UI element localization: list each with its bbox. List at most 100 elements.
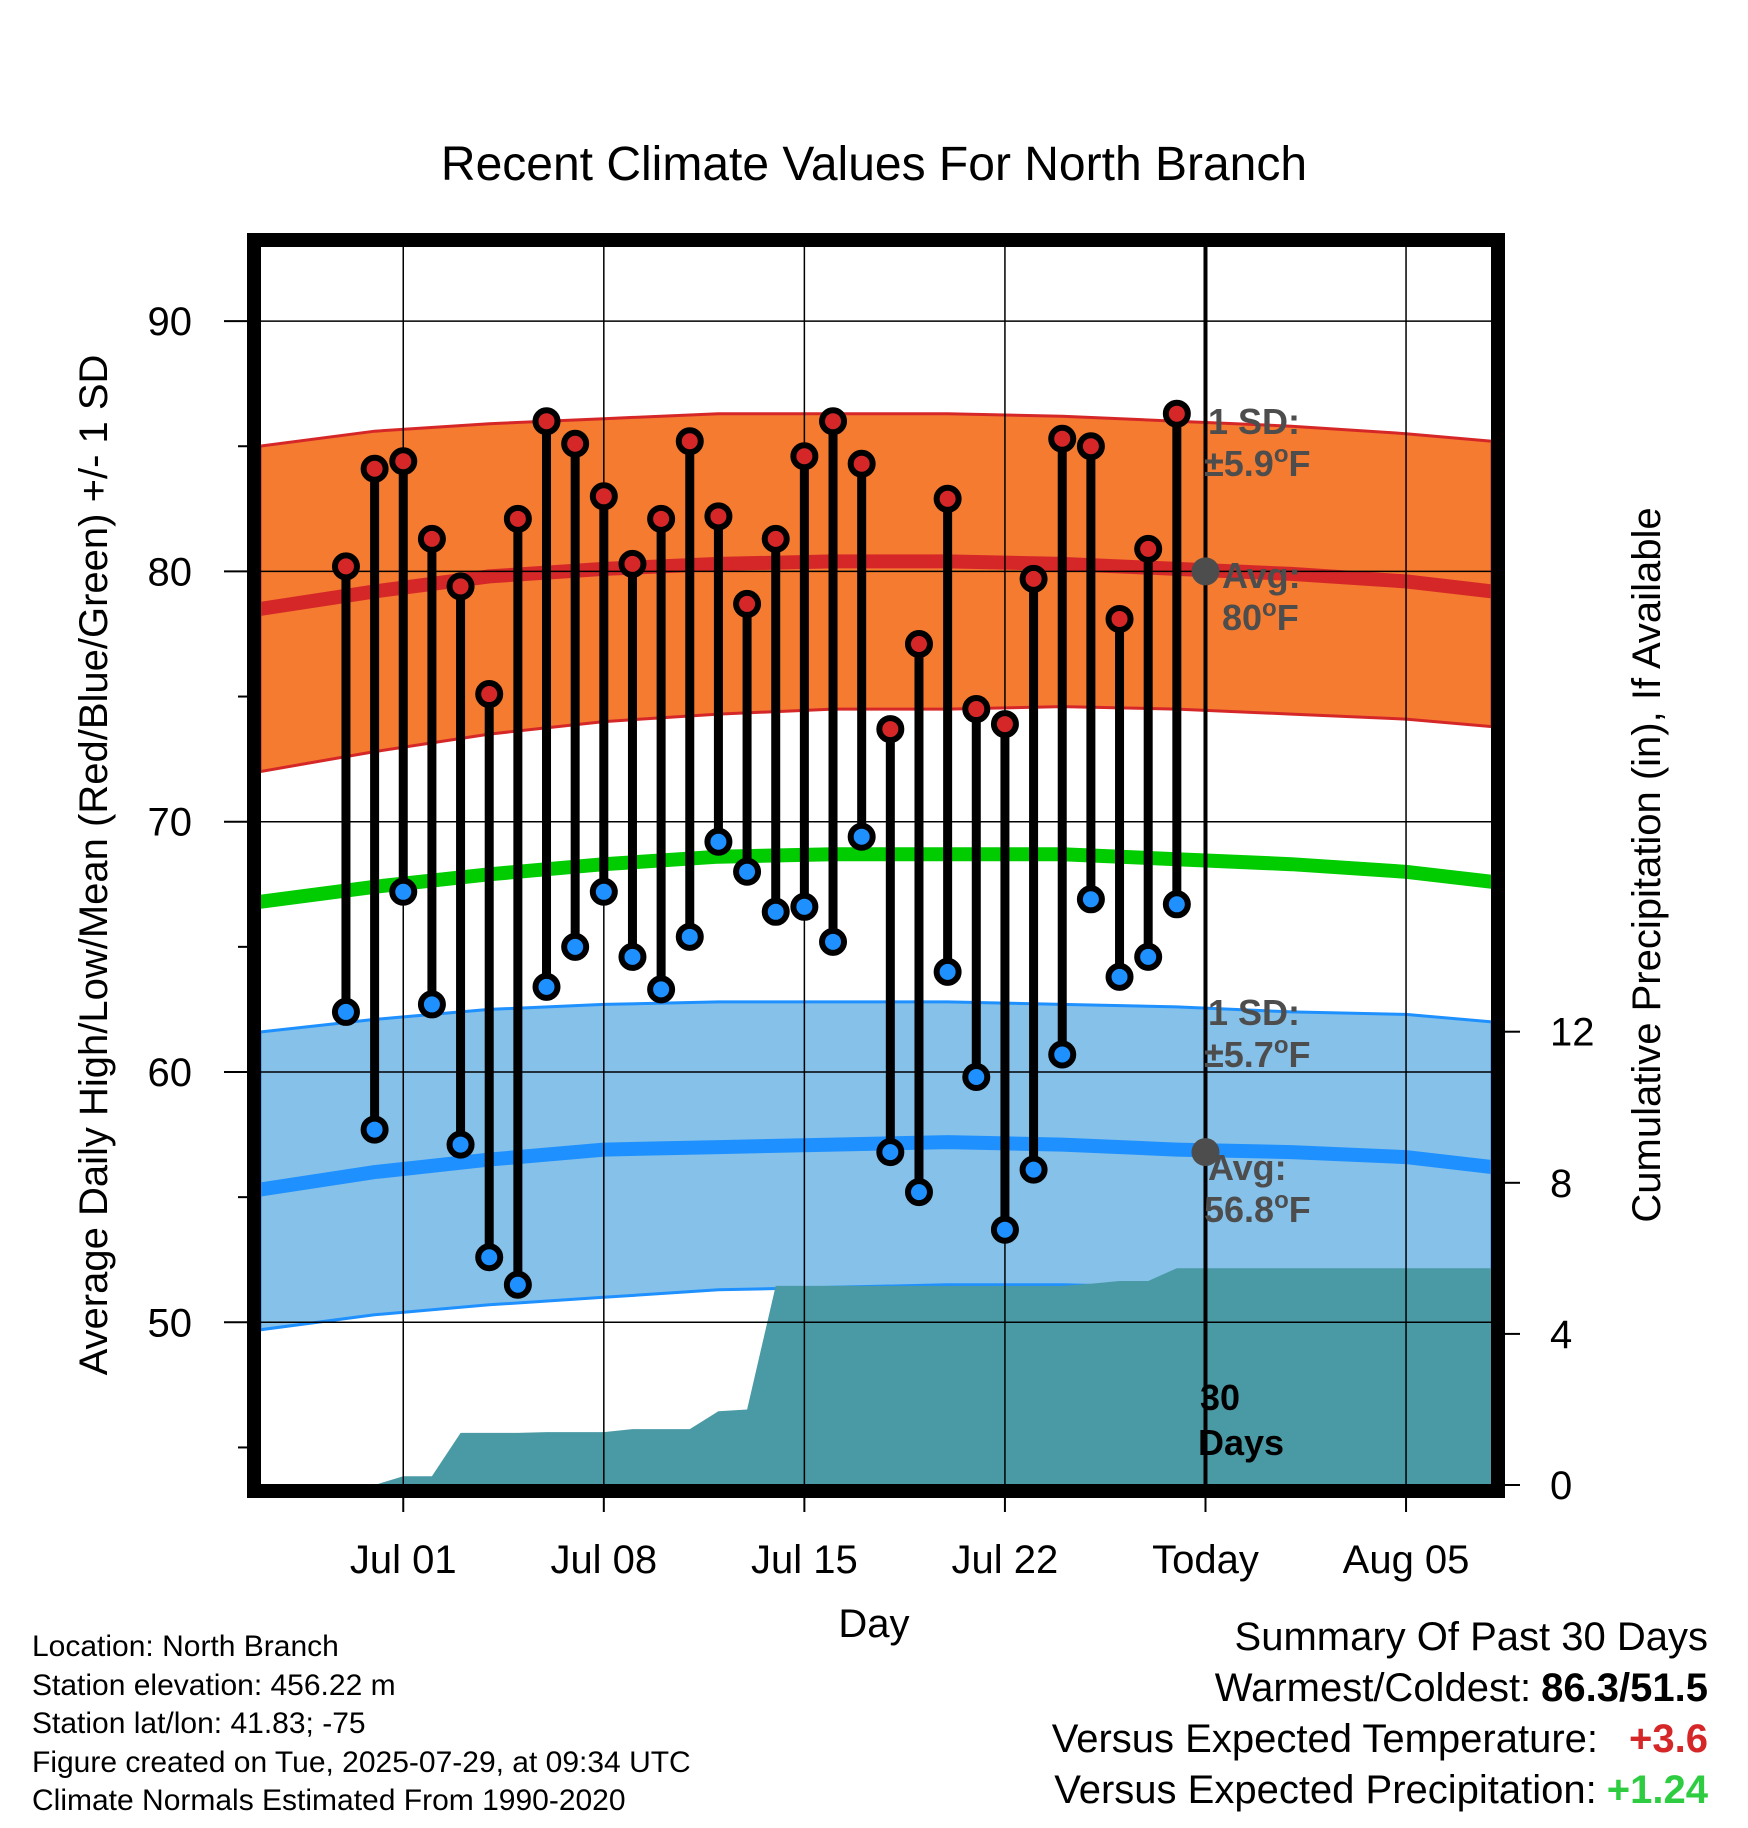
daily-high-point bbox=[962, 695, 991, 724]
daily-high-point bbox=[1048, 424, 1077, 453]
normals-text: Climate Normals Estimated From 1990-2020 bbox=[32, 1784, 626, 1817]
daily-low-point bbox=[1105, 962, 1134, 991]
daily-high-point bbox=[819, 407, 848, 436]
daily-low-point bbox=[389, 877, 418, 906]
summary-panel: Summary Of Past 30 Days Warmest/Coldest:… bbox=[1052, 1612, 1708, 1816]
normal-mean-line bbox=[260, 847, 1492, 909]
daily-low-point bbox=[876, 1138, 905, 1167]
precip-departure-label: Versus Expected Precipitation: bbox=[1054, 1768, 1597, 1812]
elevation-text: Station elevation: 456.22 m bbox=[32, 1668, 396, 1702]
daily-low-point bbox=[417, 990, 446, 1019]
temp-departure-row: Versus Expected Temperature: +3.6 bbox=[1052, 1714, 1708, 1765]
daily-high-point bbox=[1105, 604, 1134, 633]
daily-low-point bbox=[503, 1270, 532, 1299]
daily-high-point bbox=[503, 504, 532, 533]
low-avg-value: 56.8oF bbox=[1204, 1187, 1311, 1230]
x-tick-label: Jul 01 bbox=[350, 1538, 457, 1582]
summary-heading: Summary Of Past 30 Days bbox=[1234, 1615, 1708, 1659]
daily-high-point bbox=[733, 589, 762, 618]
daily-low-point bbox=[1019, 1155, 1048, 1184]
warmest-coldest-value: 86.3/51.5 bbox=[1541, 1666, 1708, 1710]
daily-low-point bbox=[761, 897, 790, 926]
y-tick-label-right: 8 bbox=[1550, 1162, 1572, 1206]
low-avg-label: Avg: bbox=[1208, 1147, 1287, 1188]
window-days-label: Days bbox=[1198, 1422, 1284, 1463]
daily-high-point bbox=[675, 427, 704, 456]
daily-high-point bbox=[933, 484, 962, 513]
high-sd-label: 1 SD: bbox=[1208, 401, 1300, 442]
high-avg-value-degree: o bbox=[1262, 595, 1277, 622]
daily-low-point bbox=[475, 1243, 504, 1272]
daily-low-point bbox=[331, 997, 360, 1026]
today-low-normal-dot bbox=[1191, 1138, 1220, 1167]
latlon-text: Station lat/lon: 41.83; -75 bbox=[32, 1707, 366, 1740]
daily-high-point bbox=[790, 442, 819, 471]
daily-high-point bbox=[1076, 432, 1105, 461]
daily-high-point bbox=[704, 502, 733, 531]
temp-departure-value: +3.6 bbox=[1629, 1717, 1708, 1761]
precip-departure-value: +1.24 bbox=[1606, 1768, 1708, 1812]
daily-low-point bbox=[819, 927, 848, 956]
low-sd-value-unit: F bbox=[1288, 1034, 1310, 1075]
precip-departure-row: Versus Expected Precipitation: +1.24 bbox=[1052, 1765, 1708, 1816]
high-sd-value: ±5.9oF bbox=[1204, 441, 1310, 484]
daily-high-point bbox=[561, 429, 590, 458]
daily-high-point bbox=[904, 629, 933, 658]
y-tick-label-right: 0 bbox=[1550, 1464, 1572, 1508]
y-axis-label-left: Average Daily High/Low/Mean (Red/Blue/Gr… bbox=[72, 355, 116, 1376]
daily-high-point bbox=[446, 572, 475, 601]
daily-high-point bbox=[589, 482, 618, 511]
low-avg-value-number: 56.8 bbox=[1204, 1189, 1274, 1230]
low-sd-value-number: ±5.7 bbox=[1204, 1034, 1274, 1075]
daily-low-point bbox=[1076, 885, 1105, 914]
daily-high-point bbox=[1019, 564, 1048, 593]
high-sd-value-degree: o bbox=[1274, 441, 1289, 468]
y-tick-label-right: 4 bbox=[1550, 1313, 1572, 1357]
created-text: Figure created on Tue, 2025-07-29, at 09… bbox=[32, 1745, 691, 1779]
daily-low-point bbox=[704, 827, 733, 856]
daily-high-point bbox=[532, 407, 561, 436]
window-days-number: 30 bbox=[1200, 1377, 1240, 1418]
daily-low-point bbox=[904, 1178, 933, 1207]
daily-low-point bbox=[446, 1130, 475, 1159]
daily-high-point bbox=[331, 552, 360, 581]
daily-low-point bbox=[561, 932, 590, 961]
high-avg-value-number: 80 bbox=[1222, 597, 1262, 638]
daily-high-point bbox=[475, 680, 504, 709]
x-axis-label: Day bbox=[838, 1602, 909, 1646]
daily-high-point bbox=[847, 449, 876, 478]
high-sd-value-number: ±5.9 bbox=[1204, 443, 1274, 484]
daily-high-point bbox=[1134, 534, 1163, 563]
daily-low-point bbox=[360, 1115, 389, 1144]
low-sd-value: ±5.7oF bbox=[1204, 1032, 1310, 1075]
daily-high-point bbox=[618, 549, 647, 578]
daily-high-point bbox=[1162, 399, 1191, 428]
today-high-normal-dot bbox=[1191, 557, 1220, 586]
daily-low-point bbox=[847, 822, 876, 851]
x-tick-label: Aug 05 bbox=[1343, 1538, 1470, 1582]
x-tick-label: Jul 08 bbox=[550, 1538, 657, 1582]
y-tick-label-left: 50 bbox=[148, 1301, 193, 1345]
warmest-coldest-label: Warmest/Coldest: bbox=[1214, 1666, 1532, 1710]
daily-low-point bbox=[532, 972, 561, 1001]
daily-high-point bbox=[417, 524, 446, 553]
y-tick-label-left: 90 bbox=[148, 300, 193, 344]
daily-low-point bbox=[990, 1215, 1019, 1244]
low-avg-value-degree: o bbox=[1274, 1187, 1289, 1214]
x-tick-label: Jul 22 bbox=[952, 1538, 1059, 1582]
daily-low-point bbox=[589, 877, 618, 906]
daily-low-point bbox=[618, 942, 647, 971]
warmest-coldest-row: Warmest/Coldest: 86.3/51.5 bbox=[1052, 1663, 1708, 1714]
y-tick-label-left: 60 bbox=[148, 1051, 193, 1095]
daily-low-point bbox=[790, 892, 819, 921]
daily-low-point bbox=[962, 1063, 991, 1092]
daily-low-point bbox=[1048, 1040, 1077, 1069]
y-tick-label-left: 80 bbox=[148, 550, 193, 594]
daily-high-point bbox=[389, 447, 418, 476]
daily-high-point bbox=[360, 454, 389, 483]
high-avg-value: 80oF bbox=[1222, 595, 1299, 638]
high-sd-value-unit: F bbox=[1288, 443, 1310, 484]
low-sd-label: 1 SD: bbox=[1208, 992, 1300, 1033]
